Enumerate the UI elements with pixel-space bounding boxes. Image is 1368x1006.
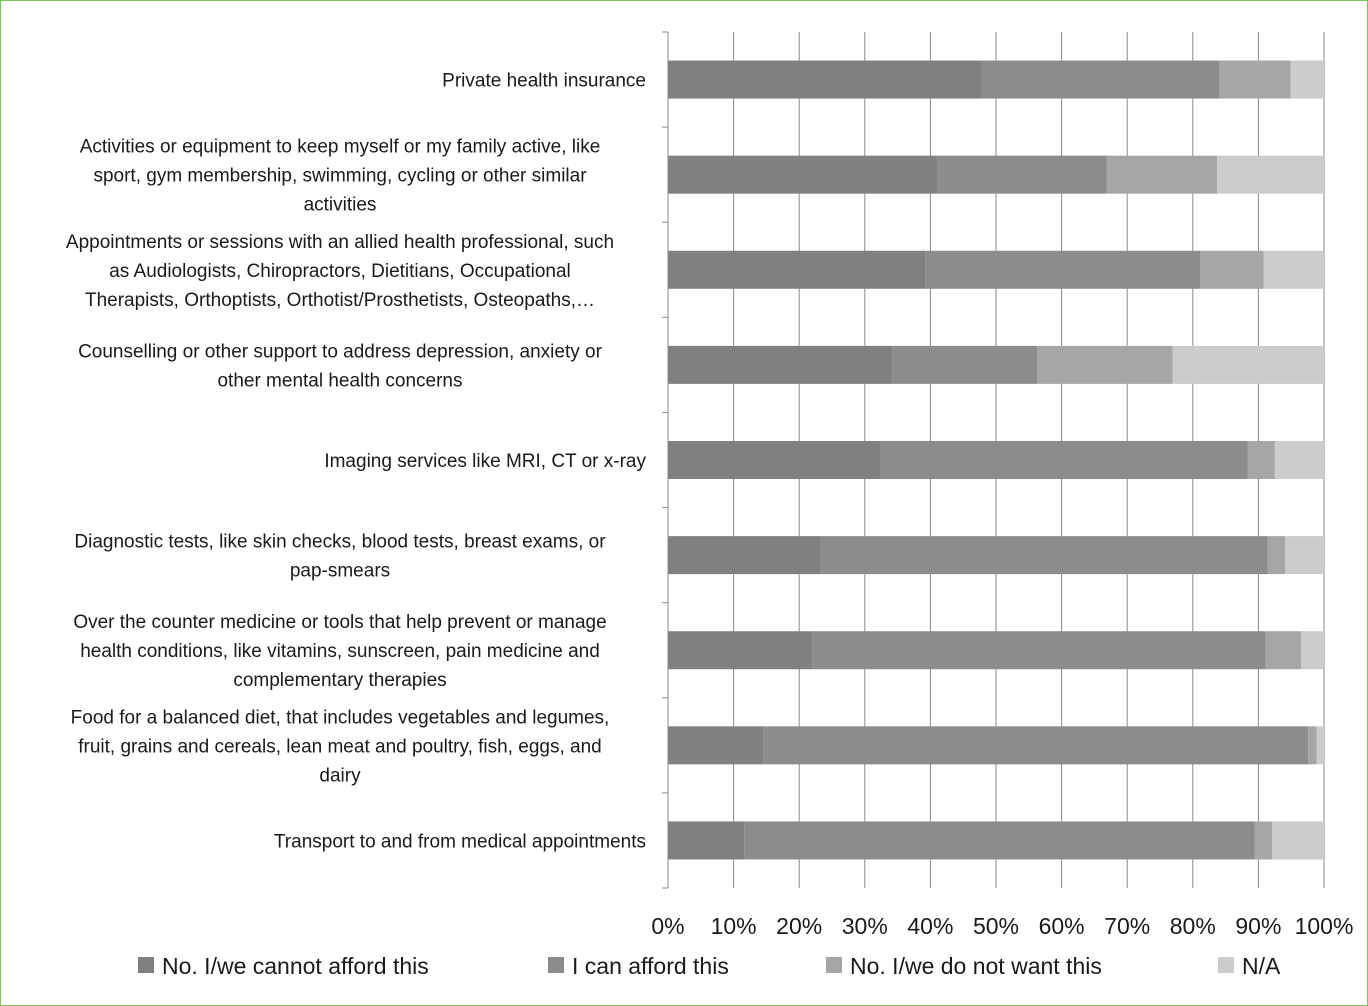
bar-segment bbox=[1200, 250, 1264, 289]
bar-segment bbox=[1316, 726, 1324, 765]
bar-segment bbox=[668, 345, 893, 384]
bar-segment bbox=[1285, 536, 1324, 575]
bar-segment bbox=[1263, 250, 1324, 289]
bar-segment bbox=[981, 60, 1220, 99]
legend-label: No. I/we do not want this bbox=[850, 953, 1102, 979]
bar-segment bbox=[1308, 726, 1317, 765]
bar-segment bbox=[668, 250, 926, 289]
category-label: health conditions, like vitamins, sunscr… bbox=[80, 641, 600, 662]
category-label: Counselling or other support to address … bbox=[78, 341, 603, 362]
bar-segment bbox=[744, 821, 1255, 860]
category-label: Over the counter medicine or tools that … bbox=[73, 612, 606, 633]
bar-segment bbox=[1172, 345, 1324, 384]
x-tick-label: 70% bbox=[1104, 913, 1150, 939]
bar-segment bbox=[1265, 631, 1302, 670]
x-tick-label: 20% bbox=[776, 913, 822, 939]
x-tick-label: 0% bbox=[651, 913, 684, 939]
category-label: Food for a balanced diet, that includes … bbox=[71, 707, 610, 728]
bar-segment bbox=[668, 441, 881, 479]
x-tick-label: 30% bbox=[842, 913, 888, 939]
bar-segment bbox=[892, 345, 1038, 384]
bar-segment bbox=[1274, 441, 1324, 479]
axis bbox=[662, 31, 669, 889]
category-label: other mental health concerns bbox=[217, 370, 462, 391]
category-label: pap-smears bbox=[290, 561, 390, 582]
x-tick-label: 100% bbox=[1295, 913, 1354, 939]
bar-segment bbox=[1217, 155, 1324, 194]
category-label: as Audiologists, Chiropractors, Dietitia… bbox=[109, 261, 571, 282]
legend-swatch bbox=[548, 957, 564, 973]
x-tick-label: 90% bbox=[1235, 913, 1281, 939]
bar-segment bbox=[880, 441, 1248, 479]
category-labels: Private health insurance Activities or eq… bbox=[66, 71, 647, 853]
legend: No. I/we cannot afford this I can afford … bbox=[138, 953, 1281, 979]
x-tick-labels: 0% 10% 20% 30% 40% 50% 60% 70% 80% 90% 100% bbox=[651, 913, 1353, 939]
bar-segment bbox=[668, 536, 821, 575]
bar-segment bbox=[668, 726, 764, 765]
category-label: Private health insurance bbox=[442, 71, 646, 92]
category-label: complementary therapies bbox=[233, 670, 446, 691]
legend-label: N/A bbox=[1242, 953, 1281, 979]
category-label: dairy bbox=[319, 765, 361, 786]
bar-segment bbox=[1254, 821, 1273, 860]
bar-segment bbox=[668, 821, 745, 860]
legend-label: No. I/we cannot afford this bbox=[162, 953, 429, 979]
legend-label: I can afford this bbox=[572, 953, 729, 979]
bar-segment bbox=[1290, 60, 1324, 99]
category-label: Appointments or sessions with an allied … bbox=[66, 232, 614, 253]
bar-segment bbox=[1247, 441, 1275, 479]
legend-swatch bbox=[138, 957, 154, 973]
bar-segment bbox=[1106, 155, 1218, 194]
category-label: Imaging services like MRI, CT or x-ray bbox=[324, 451, 646, 472]
category-label: activities bbox=[304, 195, 377, 216]
x-tick-label: 80% bbox=[1170, 913, 1216, 939]
category-label: Activities or equipment to keep myself o… bbox=[80, 137, 601, 158]
bar-segment bbox=[668, 631, 813, 670]
bar-segment bbox=[925, 250, 1201, 289]
bar-segment bbox=[1219, 60, 1291, 99]
bar-segment bbox=[668, 155, 937, 194]
bars bbox=[668, 60, 1324, 860]
category-label: fruit, grains and cereals, lean meat and… bbox=[78, 736, 602, 757]
legend-swatch bbox=[826, 957, 842, 973]
bar-segment bbox=[668, 60, 982, 99]
bar-segment bbox=[1272, 821, 1324, 860]
category-label: Transport to and from medical appointmen… bbox=[274, 831, 646, 852]
bar-segment bbox=[1301, 631, 1324, 670]
x-tick-label: 50% bbox=[973, 913, 1019, 939]
category-label: sport, gym membership, swimming, cycling… bbox=[93, 166, 587, 187]
bar-segment bbox=[763, 726, 1309, 765]
legend-swatch bbox=[1218, 957, 1234, 973]
category-label: Diagnostic tests, like skin checks, bloo… bbox=[74, 532, 606, 553]
bar-segment bbox=[820, 536, 1268, 575]
x-tick-label: 60% bbox=[1039, 913, 1085, 939]
bar-segment bbox=[1037, 345, 1173, 384]
bar-segment bbox=[1267, 536, 1286, 575]
x-tick-label: 40% bbox=[907, 913, 953, 939]
bar-segment bbox=[936, 155, 1107, 194]
x-tick-label: 10% bbox=[711, 913, 757, 939]
category-label: Therapists, Orthoptists, Orthotist/Prost… bbox=[85, 290, 595, 311]
bar-segment bbox=[812, 631, 1266, 670]
